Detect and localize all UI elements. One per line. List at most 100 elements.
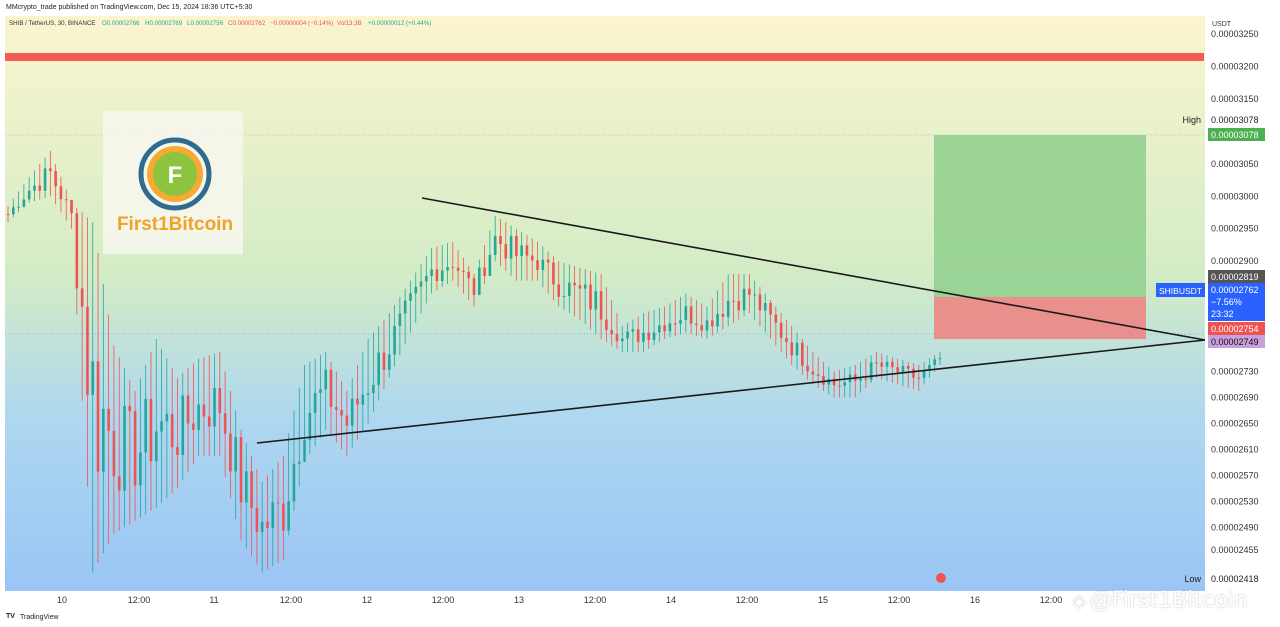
candle-body <box>139 452 142 486</box>
candle-body <box>716 313 719 327</box>
ohlc-open: O0.00002766 <box>102 20 140 27</box>
published-line: MMcrypto_trade published on TradingView.… <box>6 4 253 11</box>
time-axis[interactable]: 10 12:00 11 12:00 12 12:00 13 12:00 14 12:00 15 12:… <box>57 595 1062 605</box>
candle-body <box>276 502 280 504</box>
target-price-tag <box>1208 128 1265 141</box>
candle-body <box>779 322 783 338</box>
candle-body <box>477 267 481 295</box>
ohlc-close: C0.00002762 <box>228 20 266 27</box>
candle-body <box>758 294 762 311</box>
candle-body <box>430 269 433 276</box>
candle-body <box>806 365 809 372</box>
candle-body <box>102 408 105 472</box>
candle-body <box>22 199 26 207</box>
price-chart[interactable]: SHIB / TetherUS, 30, BINANCE O0.00002766… <box>0 16 1280 609</box>
price-tick-13: 0.00002530 <box>1211 496 1259 506</box>
candle-body <box>409 293 412 301</box>
symbol-tag <box>1156 283 1205 297</box>
candle-body <box>456 267 460 271</box>
currency-label: USDT <box>1212 21 1232 28</box>
candle-body <box>673 323 677 325</box>
candle-body <box>594 291 598 310</box>
loss-zone[interactable] <box>934 297 1146 339</box>
candle-body <box>59 186 63 200</box>
candle-body <box>472 278 476 295</box>
candle-body <box>282 503 285 531</box>
candle-body <box>308 412 312 441</box>
candle-body <box>292 463 296 502</box>
time-tick-5: 12:00 <box>432 595 455 605</box>
candle-body <box>250 471 253 508</box>
candle-body <box>197 404 200 430</box>
candle-body <box>901 365 905 373</box>
candle-body <box>710 320 714 327</box>
candle-body <box>536 260 539 270</box>
time-tick-1: 12:00 <box>128 595 151 605</box>
candle-body <box>38 185 42 191</box>
candlestick-series <box>6 150 942 573</box>
target-price-tag-text: 0.00003078 <box>1211 130 1259 140</box>
candle-body <box>721 313 725 317</box>
triangle-upper-trendline[interactable] <box>421 197 1206 341</box>
entry-price-tag <box>1208 322 1265 335</box>
price-tick-1: 0.00003200 <box>1211 61 1259 71</box>
ohlc-low: L0.00002756 <box>187 20 224 27</box>
candle-body <box>679 320 682 324</box>
candle-body <box>615 334 619 342</box>
candle-body <box>869 362 873 380</box>
candle-body <box>350 398 354 426</box>
candle-body <box>54 171 57 187</box>
profit-zone[interactable] <box>934 135 1146 297</box>
candle-body <box>658 325 661 333</box>
candle-body <box>260 521 264 532</box>
candle-body <box>414 286 418 294</box>
candle-body <box>117 476 121 491</box>
candle-body <box>626 331 629 339</box>
candle-body <box>207 416 211 427</box>
candle-body <box>244 471 248 503</box>
candle-body <box>425 275 428 282</box>
candle-body <box>128 405 132 412</box>
candle-body <box>398 313 402 326</box>
candle-body <box>769 303 772 315</box>
diamond-logo-icon: ◈ <box>1072 591 1086 612</box>
candle-body <box>80 288 84 307</box>
candle-body <box>27 190 31 200</box>
ohlc-change: −0.00000004 (−0.14%) <box>270 20 333 27</box>
candle-body <box>223 413 227 434</box>
ohlc-volume-change: +0.00000012 (+0.44%) <box>368 20 431 27</box>
candle-body <box>525 245 529 256</box>
event-marker-icon[interactable] <box>936 573 946 583</box>
candle-body <box>287 501 290 531</box>
current-price-value: 0.00002762 <box>1211 285 1259 295</box>
stop-price-tag <box>1208 270 1265 283</box>
candle-body <box>922 370 926 379</box>
candle-body <box>790 342 794 356</box>
candle-body <box>271 502 275 528</box>
tradingview-logo-icon: TV <box>6 613 15 620</box>
candle-body <box>642 332 645 342</box>
time-tick-0: 10 <box>57 595 67 605</box>
price-axis[interactable]: USDT 0.00003250 0.00003200 0.00003150 0.000… <box>1156 16 1280 609</box>
price-tick-9: 0.00002690 <box>1211 392 1259 402</box>
candle-body <box>689 306 693 324</box>
resistance-band <box>5 53 1204 61</box>
price-tick-7: 0.00002900 <box>1211 256 1259 266</box>
candle-body <box>557 284 561 297</box>
candle-body <box>75 213 79 289</box>
watermark-text: @First1Bitcoin <box>1089 588 1248 613</box>
candle-body <box>186 395 190 424</box>
candle-body <box>154 431 158 462</box>
candle-body <box>499 236 502 245</box>
candle-body <box>488 254 492 276</box>
candle-body <box>859 378 862 381</box>
logo-center <box>153 152 197 196</box>
candle-body <box>345 415 349 426</box>
candle-body <box>160 421 163 432</box>
candle-body <box>742 288 746 311</box>
candle-body <box>684 306 688 321</box>
candle-body <box>70 199 73 214</box>
triangle-lower-trendline[interactable] <box>256 339 1206 444</box>
candle-body <box>705 320 709 331</box>
candle-body <box>483 267 486 276</box>
